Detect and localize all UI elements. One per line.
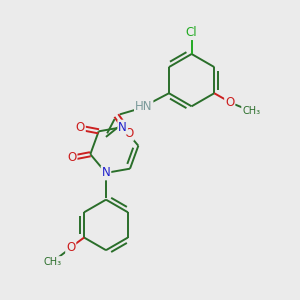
Text: O: O [124, 127, 134, 140]
Text: O: O [67, 151, 76, 164]
Text: Cl: Cl [186, 26, 197, 39]
Text: O: O [225, 96, 234, 109]
Text: CH₃: CH₃ [44, 257, 62, 267]
Text: N: N [102, 167, 110, 179]
Text: N: N [118, 121, 127, 134]
Text: CH₃: CH₃ [242, 106, 260, 116]
Text: O: O [66, 241, 75, 254]
Text: HN: HN [135, 100, 152, 113]
Text: O: O [76, 121, 85, 134]
